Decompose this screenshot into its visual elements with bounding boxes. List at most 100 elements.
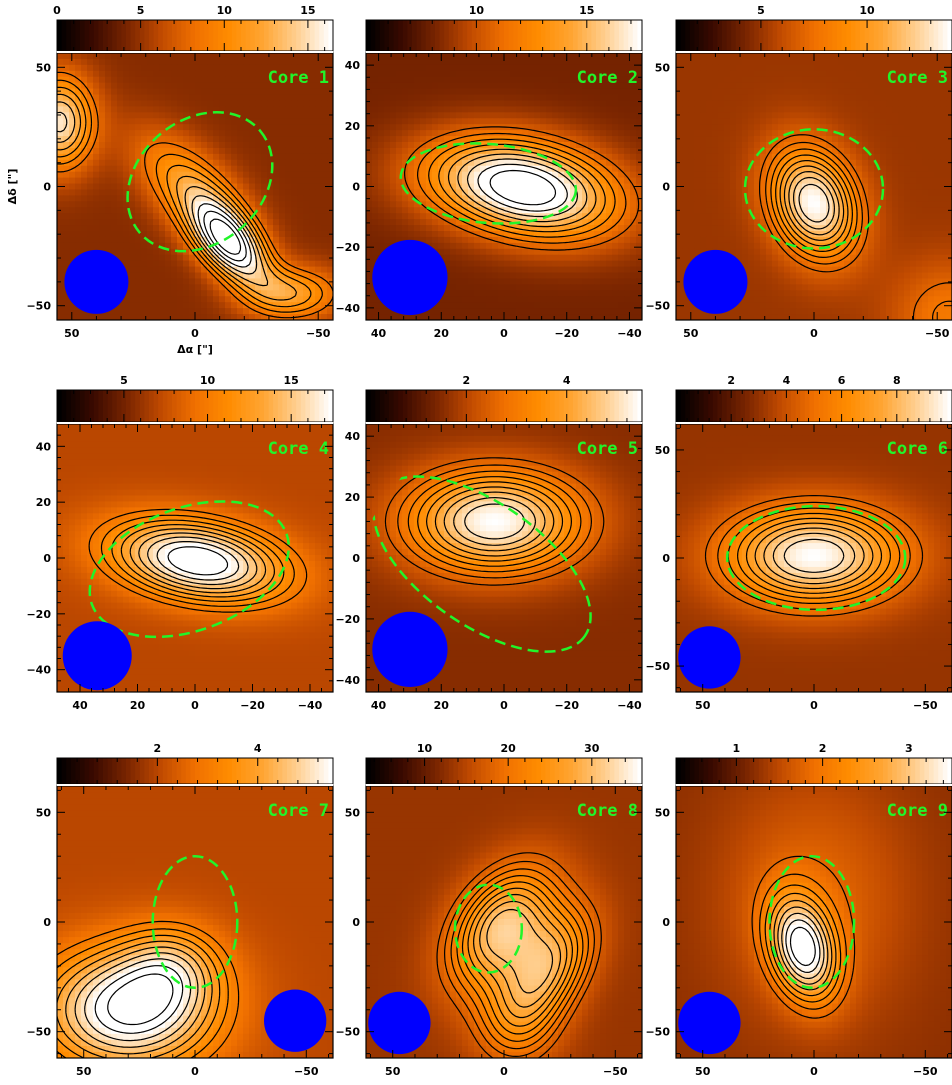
colorbar-tick-label: 10 — [200, 374, 216, 387]
contour-line — [717, 501, 911, 610]
colorbar-tick-label: 2 — [463, 374, 471, 387]
y-tick-label: −50 — [335, 1026, 360, 1039]
contour-line — [772, 532, 856, 579]
y-tick-label: −20 — [335, 241, 360, 254]
contours-core-4 — [88, 508, 308, 613]
contour-line — [428, 138, 616, 238]
x-tick-label: −20 — [240, 699, 265, 712]
core-label: Core 7 — [268, 801, 329, 821]
beam-circle — [683, 249, 748, 314]
colorbar-core-8: 10 20 30 — [365, 742, 643, 786]
contour-line — [765, 141, 952, 320]
contour-line — [783, 165, 845, 241]
contour-line — [94, 965, 184, 1034]
panel-core-4: Core 4 40 20 0 −20 −40 40 20 0 −20 −40 5 10 15 — [26, 374, 334, 712]
panel-core-3: Core 3 50 0 −50 50 0 −50 5 10 — [645, 4, 952, 340]
axes-core-9: 50 0 −50 50 0 −50 — [645, 786, 952, 1078]
contour-line — [486, 908, 554, 994]
y-tick-label: 40 — [345, 430, 361, 443]
y-tick-label: 50 — [655, 61, 671, 74]
contour-line — [798, 183, 830, 223]
fit-ellipse — [88, 500, 291, 639]
colorbar-core-6: 2 4 6 8 — [675, 374, 952, 424]
y-tick-label: 0 — [662, 552, 670, 565]
fit-ellipse — [725, 504, 907, 612]
contour-line — [147, 536, 249, 586]
contour-line — [745, 517, 883, 594]
contours-core-1 — [57, 71, 333, 319]
beam-circle — [372, 611, 448, 687]
y-tick-label: 20 — [345, 491, 361, 504]
axes-core-1: 50 0 −50 50 0 −50 — [26, 53, 333, 340]
core-label: Core 1 — [268, 68, 329, 88]
y-axis-label: Δδ ["] — [6, 169, 19, 205]
x-tick-label: 0 — [810, 327, 818, 340]
axes-core-4: 40 20 0 −20 −40 40 20 0 −20 −40 — [26, 423, 334, 712]
y-tick-label: 50 — [655, 444, 671, 457]
y-tick-label: −40 — [335, 302, 360, 315]
core-label: Core 8 — [577, 801, 638, 821]
y-tick-label: −50 — [26, 1026, 51, 1039]
colorbar-tick-label: 4 — [563, 374, 571, 387]
contour-line — [209, 218, 242, 255]
y-tick-label: −40 — [26, 664, 51, 677]
contour-line — [407, 470, 582, 573]
y-tick-label: 50 — [36, 806, 52, 819]
fit-ellipse — [372, 475, 592, 653]
x-tick-label: 0 — [191, 327, 199, 340]
core-label: Core 4 — [268, 439, 329, 459]
colorbar-tick-label: 15 — [300, 4, 315, 17]
colorbar-tick-label: 2 — [727, 374, 735, 387]
colorbar-tick-label: 5 — [120, 374, 128, 387]
x-tick-label: −50 — [603, 1065, 628, 1078]
axes-core-8: 50 0 −50 50 0 −50 — [335, 786, 642, 1078]
contour-line — [434, 486, 555, 557]
colorbar-core-9: 1 2 3 — [675, 742, 952, 786]
colorbar-tick-label: 2 — [819, 742, 827, 755]
panel-core-6: Core 6 50 0 −50 50 0 −50 2 4 6 8 — [645, 374, 952, 712]
y-tick-label: −20 — [335, 613, 360, 626]
contour-line — [444, 860, 595, 1057]
colorbar-tick-label: 5 — [137, 4, 145, 17]
contour-line — [781, 912, 825, 980]
x-tick-label: 40 — [72, 699, 88, 712]
contour-line — [65, 946, 206, 1055]
contour-line — [57, 86, 312, 308]
axes-core-6: 50 0 −50 50 0 −50 — [645, 424, 952, 712]
contour-line — [417, 476, 572, 567]
contour-line — [783, 538, 845, 573]
x-tick-label: 20 — [434, 327, 450, 340]
x-tick-label: −50 — [294, 1065, 319, 1078]
colorbar-core-3: 5 10 — [675, 4, 952, 53]
colorbar-core-1: 0 5 10 15 — [53, 4, 334, 53]
y-tick-label: 40 — [36, 440, 52, 453]
fit-ellipse — [399, 142, 578, 225]
contour-line — [789, 926, 816, 967]
core-label: Core 3 — [887, 68, 948, 88]
colorbar-tick-label: 10 — [469, 4, 485, 17]
y-tick-label: 0 — [352, 916, 360, 929]
x-tick-label: 50 — [695, 699, 711, 712]
x-axis-label: Δα ["] — [177, 343, 213, 356]
x-tick-label: −50 — [913, 1065, 938, 1078]
core-label: Core 9 — [887, 801, 948, 821]
contours-core-6 — [704, 495, 924, 617]
y-tick-label: −50 — [26, 300, 51, 313]
contour-line — [773, 899, 833, 991]
x-tick-label: 40 — [371, 699, 387, 712]
x-tick-label: −20 — [554, 327, 579, 340]
x-tick-label: 20 — [434, 699, 450, 712]
fit-ellipse — [453, 883, 524, 974]
colorbar-core-2: 10 15 — [365, 4, 643, 53]
fit-ellipse — [126, 111, 274, 253]
contour-line — [84, 958, 192, 1042]
x-tick-label: −40 — [298, 699, 323, 712]
colorbar-tick-label: 8 — [893, 374, 901, 387]
x-tick-label: −50 — [925, 327, 950, 340]
contour-line — [397, 464, 592, 579]
colorbar-tick-label: 20 — [501, 742, 517, 755]
y-tick-label: 20 — [36, 496, 52, 509]
x-tick-label: 0 — [500, 1065, 508, 1078]
y-tick-label: −50 — [645, 660, 670, 673]
